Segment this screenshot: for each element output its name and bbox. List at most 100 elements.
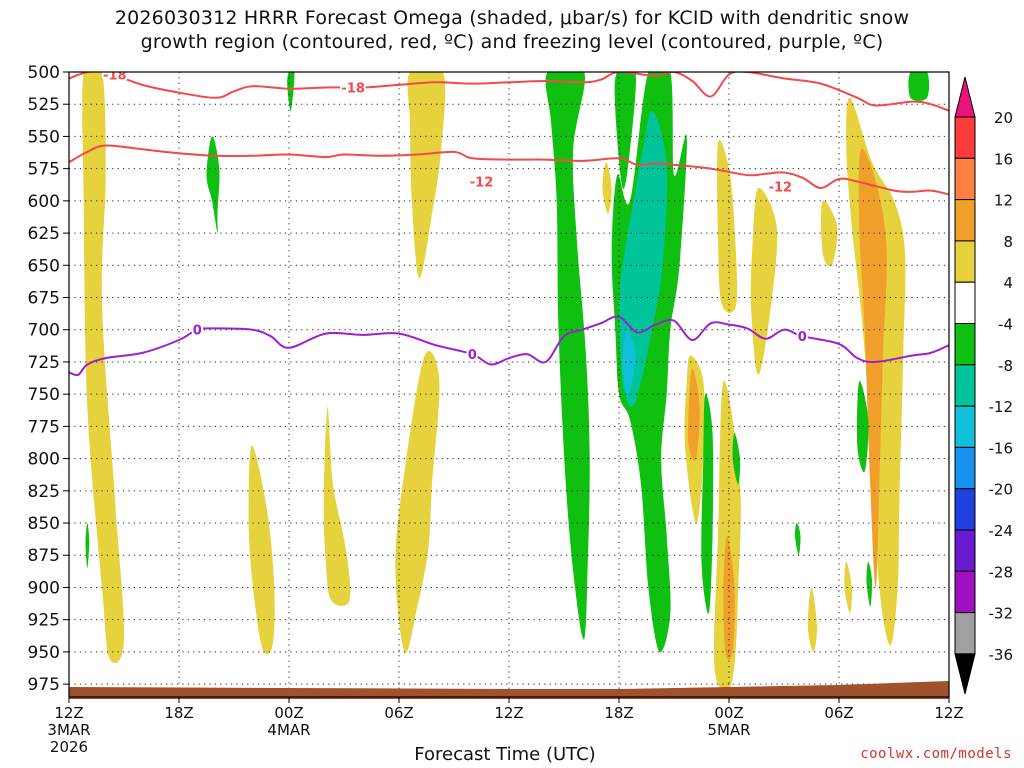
omega-region-13	[821, 200, 838, 267]
omega-shading-layer	[82, 72, 930, 691]
colorbar-bin-11	[954, 570, 976, 614]
y-tick-label-625: 625	[28, 224, 60, 244]
colorbar-bin-3	[954, 240, 976, 283]
colorbar-label-4: 4	[1003, 274, 1013, 292]
colorbar-bin-6	[954, 364, 976, 407]
y-tick-label-725: 725	[28, 353, 60, 373]
y-tick-label-925: 925	[28, 611, 60, 631]
omega-region-16	[602, 162, 612, 214]
colorbar-label-0: 20	[994, 109, 1013, 127]
omega-region-12	[858, 148, 887, 588]
chart-title-line-1: 2026030312 HRRR Forecast Omega (shaded, …	[114, 7, 910, 29]
x-tick-label-36: 00Z	[714, 704, 743, 722]
x-tick-label-30: 18Z	[604, 704, 633, 722]
omega-region-10	[687, 368, 700, 461]
y-tick-label-800: 800	[28, 450, 60, 470]
y-tick-label-975: 975	[28, 675, 60, 695]
plot-frame	[68, 71, 950, 698]
omega-region-29	[794, 523, 801, 556]
contour-label-0-0: -18	[103, 69, 127, 84]
y-tick-label-525: 525	[28, 95, 60, 115]
contour-label-1-0: -12	[470, 176, 494, 191]
y-tick-label-900: 900	[28, 578, 60, 598]
omega-region-30	[866, 561, 873, 607]
omega-region-20	[618, 110, 668, 408]
omega-region-24	[908, 72, 930, 102]
grid-layer	[69, 71, 949, 697]
omega-region-22	[287, 72, 295, 111]
x-tick-label-12: 00Z	[274, 704, 303, 722]
omega-region-14	[807, 587, 818, 652]
omega-region-26	[732, 432, 741, 485]
y-tick-label-750: 750	[28, 385, 60, 405]
colorbar-label-1: 16	[994, 150, 1013, 168]
colorbar-bin-1	[954, 157, 976, 201]
contour-line-0	[69, 72, 949, 112]
colorbar: 20 16 12 8 4 -4 -8 -12 -16 -20 -24 -28 -32 -36	[954, 76, 1014, 695]
y-tick-label-850: 850	[28, 514, 60, 534]
y-tick-label-650: 650	[28, 256, 60, 276]
y-tick-label-575: 575	[28, 160, 60, 180]
omega-region-4	[323, 407, 351, 607]
axes-layer: 500 525 550 575 600 625 650 675 700 725 750 775 800 8…	[28, 63, 964, 756]
colorbar-bin-0	[954, 116, 976, 159]
omega-region-9	[723, 535, 735, 660]
contour-label-0-1: -18	[341, 81, 365, 96]
y-tick-label-500: 500	[28, 63, 60, 83]
y-tick-label-875: 875	[28, 546, 60, 566]
colorbar-bin-7	[954, 405, 976, 448]
omega-region-5	[717, 139, 738, 313]
contour-label-2-0: 0	[193, 324, 202, 339]
colorbar-bin-12	[954, 612, 976, 655]
omega-region-3	[248, 445, 275, 655]
contour-line-1	[69, 144, 949, 196]
omega-region-27	[856, 380, 869, 473]
x-axis-label: Forecast Time (UTC)	[414, 744, 596, 765]
x-tick-label-42: 06Z	[824, 704, 853, 722]
omega-region-23	[206, 136, 220, 234]
colorbar-bin-10	[954, 529, 976, 572]
colorbar-label-9: -20	[989, 481, 1014, 499]
colorbar-bin-9	[954, 488, 976, 531]
colorbar-label-3: 8	[1003, 233, 1013, 251]
y-tick-label-700: 700	[28, 321, 60, 341]
omega-region-19	[611, 72, 687, 653]
omega-region-2	[395, 351, 440, 653]
omega-region-17	[545, 72, 590, 640]
omega-region-15	[844, 561, 852, 614]
colorbar-label-10: -24	[989, 522, 1014, 540]
contour-label-2-1: 0	[468, 348, 477, 363]
y-tick-label-675: 675	[28, 289, 60, 309]
contour-label-1-1: -12	[769, 181, 793, 196]
x-tick-label-0: 12Z	[54, 704, 83, 722]
colorbar-bin-8	[954, 446, 976, 490]
y-tick-label-550: 550	[28, 127, 60, 147]
omega-region-6	[750, 187, 778, 375]
x-tick-year-0: 2026	[50, 738, 88, 756]
source-credit: coolwx.com/models	[860, 746, 1012, 762]
x-tick-sublabel-0: 3MAR	[47, 721, 90, 739]
colorbar-label-8: -16	[989, 439, 1014, 457]
colorbar-label-6: -8	[998, 357, 1013, 375]
colorbar-bin-2	[954, 199, 976, 242]
x-tick-label-6: 18Z	[164, 704, 193, 722]
x-tick-sublabel-12: 4MAR	[267, 721, 310, 739]
colorbar-label-7: -12	[989, 398, 1014, 416]
y-tick-label-775: 775	[28, 417, 60, 437]
x-tick-label-18: 06Z	[384, 704, 413, 722]
omega-region-25	[701, 393, 714, 614]
x-tick-sublabel-36: 5MAR	[707, 721, 750, 739]
colorbar-bin-5	[954, 323, 976, 366]
y-tick-label-600: 600	[28, 192, 60, 212]
terrain-band	[69, 681, 949, 699]
colorbar-bin-4	[954, 281, 976, 325]
y-tick-label-825: 825	[28, 482, 60, 502]
contour-line-2	[69, 315, 949, 377]
x-tick-label-24: 12Z	[494, 704, 523, 722]
omega-region-1	[407, 72, 446, 279]
colorbar-bottom-arrow	[954, 653, 976, 695]
omega-region-28	[85, 523, 90, 569]
colorbar-label-12: -32	[989, 605, 1014, 623]
omega-region-0	[82, 72, 125, 664]
